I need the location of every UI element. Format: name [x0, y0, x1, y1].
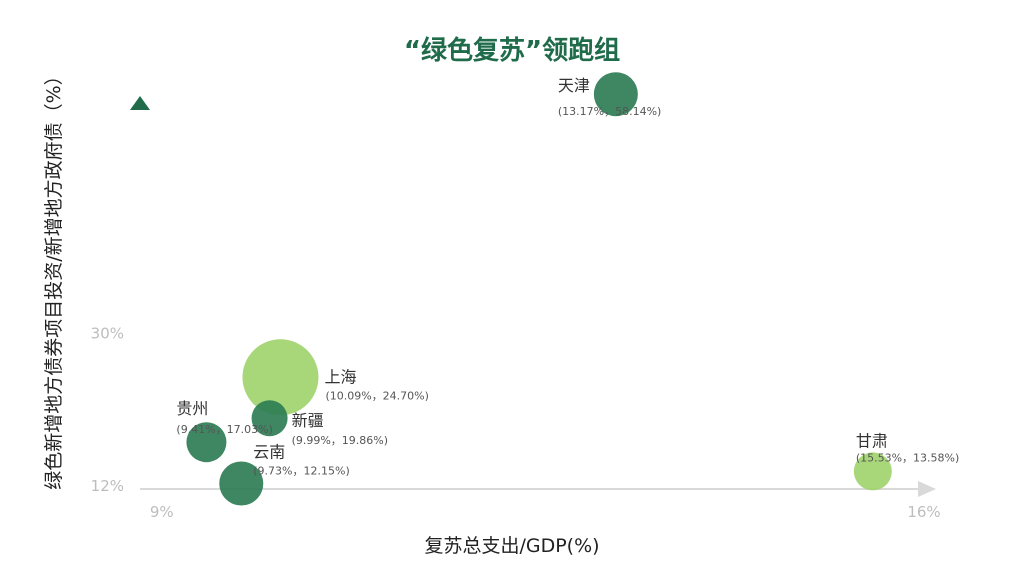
point-name: 新疆 — [292, 411, 324, 430]
y-tick-label: 12% — [91, 477, 124, 495]
x-tick-label: 9% — [150, 503, 174, 521]
point-name: 上海 — [324, 367, 356, 386]
y-axis-label: 绿色新增地方债券项目投资/新增地方政府债（%） — [43, 66, 65, 489]
bubble-贵州 — [186, 422, 227, 463]
y-axis-arrow — [130, 96, 150, 110]
point-name: 甘肃 — [856, 431, 888, 450]
bubbles-layer — [186, 72, 892, 506]
bubble-上海 — [242, 339, 319, 416]
chart-title: “绿色复苏”领跑组 — [404, 35, 620, 66]
bubble-天津 — [593, 72, 638, 117]
point-name: 贵州 — [176, 399, 208, 418]
point-value: (13.17%，58.14%) — [558, 105, 661, 118]
point-name: 云南 — [253, 442, 285, 461]
x-tick-label: 16% — [907, 503, 940, 521]
point-value: (15.53%，13.58%) — [856, 451, 959, 464]
point-value: (10.09%，24.70%) — [325, 389, 428, 402]
point-name: 天津 — [558, 76, 590, 95]
x-axis — [140, 481, 936, 497]
x-axis-arrow — [918, 481, 936, 497]
point-value: (9.41%，17.03%) — [176, 423, 272, 436]
point-labels-layer: 天津 (13.17%，58.14%) 上海 (10.09%，24.70%)新疆 (9.9… — [176, 76, 959, 477]
y-axis — [130, 96, 150, 478]
bubble-云南 — [219, 461, 264, 506]
bubble-甘肃 — [853, 452, 892, 491]
point-value: (9.99%，19.86%) — [292, 434, 388, 447]
tick-labels: 9% 16% 12% 30% — [91, 324, 941, 521]
bubble-新疆 — [251, 400, 288, 437]
point-value: (9.73%，12.15%) — [253, 464, 349, 477]
y-tick-label: 30% — [91, 324, 124, 342]
x-axis-label: 复苏总支出/GDP(%) — [424, 535, 599, 557]
